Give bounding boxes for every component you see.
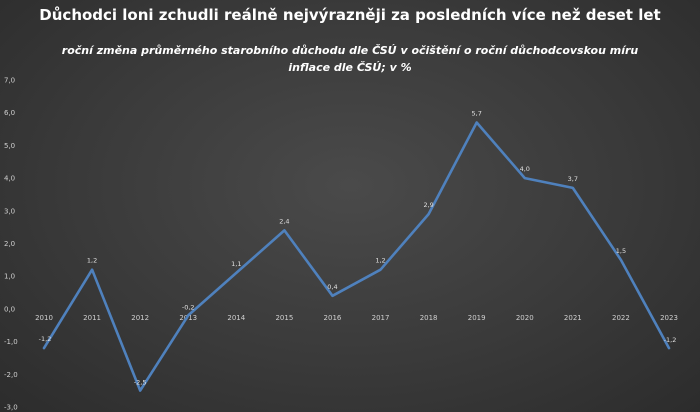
data-label: 4,0 <box>520 165 530 173</box>
data-label: 2,9 <box>423 201 433 209</box>
x-tick-label: 2015 <box>275 314 293 322</box>
y-tick-label: 4,0 <box>4 175 15 183</box>
x-tick-label: 2010 <box>35 314 53 322</box>
x-tick-label: 2022 <box>612 314 630 322</box>
y-tick-label: 5,0 <box>4 142 15 150</box>
x-tick-label: 2018 <box>420 314 438 322</box>
x-tick-label: 2012 <box>131 314 149 322</box>
data-label: 2,4 <box>279 217 289 225</box>
x-tick-label: 2020 <box>516 314 534 322</box>
x-tick-label: 2016 <box>324 314 342 322</box>
x-tick-label: 2023 <box>660 314 678 322</box>
series-line <box>42 121 671 392</box>
data-label: 5,7 <box>472 110 482 118</box>
x-tick-label: 2011 <box>83 314 101 322</box>
chart-title: Důchodci loni zchudli reálně nejvýrazněj… <box>39 6 661 24</box>
data-label: 1,1 <box>231 260 241 268</box>
data-label: 1,2 <box>375 257 385 265</box>
data-label: 3,7 <box>568 175 578 183</box>
data-label: -0,2 <box>182 303 195 311</box>
data-label: -1,2 <box>664 336 677 344</box>
y-tick-label: 0,0 <box>4 305 15 313</box>
data-label: -2,5 <box>134 379 147 387</box>
x-tick-label: 2017 <box>372 314 390 322</box>
x-tick-label: 2019 <box>468 314 486 322</box>
y-tick-label: 2,0 <box>4 240 15 248</box>
data-label: -1,2 <box>39 335 52 343</box>
data-label: 0,4 <box>327 283 337 291</box>
y-tick-label: -3,0 <box>4 404 18 412</box>
y-tick-label: 6,0 <box>4 109 15 117</box>
y-tick-label: -2,0 <box>4 371 18 379</box>
x-tick-label: 2014 <box>227 314 245 322</box>
y-tick-label: -1,0 <box>4 338 18 346</box>
data-label: 1,2 <box>87 257 97 265</box>
x-tick-label: 2021 <box>564 314 582 322</box>
y-tick-label: 1,0 <box>4 273 15 281</box>
y-tick-label: 3,0 <box>4 207 15 215</box>
chart-subtitle: roční změna průměrného starobního důchod… <box>61 44 639 74</box>
data-label: 1,5 <box>616 247 626 255</box>
y-tick-label: 7,0 <box>4 77 15 85</box>
x-tick-label: 2013 <box>179 314 197 322</box>
